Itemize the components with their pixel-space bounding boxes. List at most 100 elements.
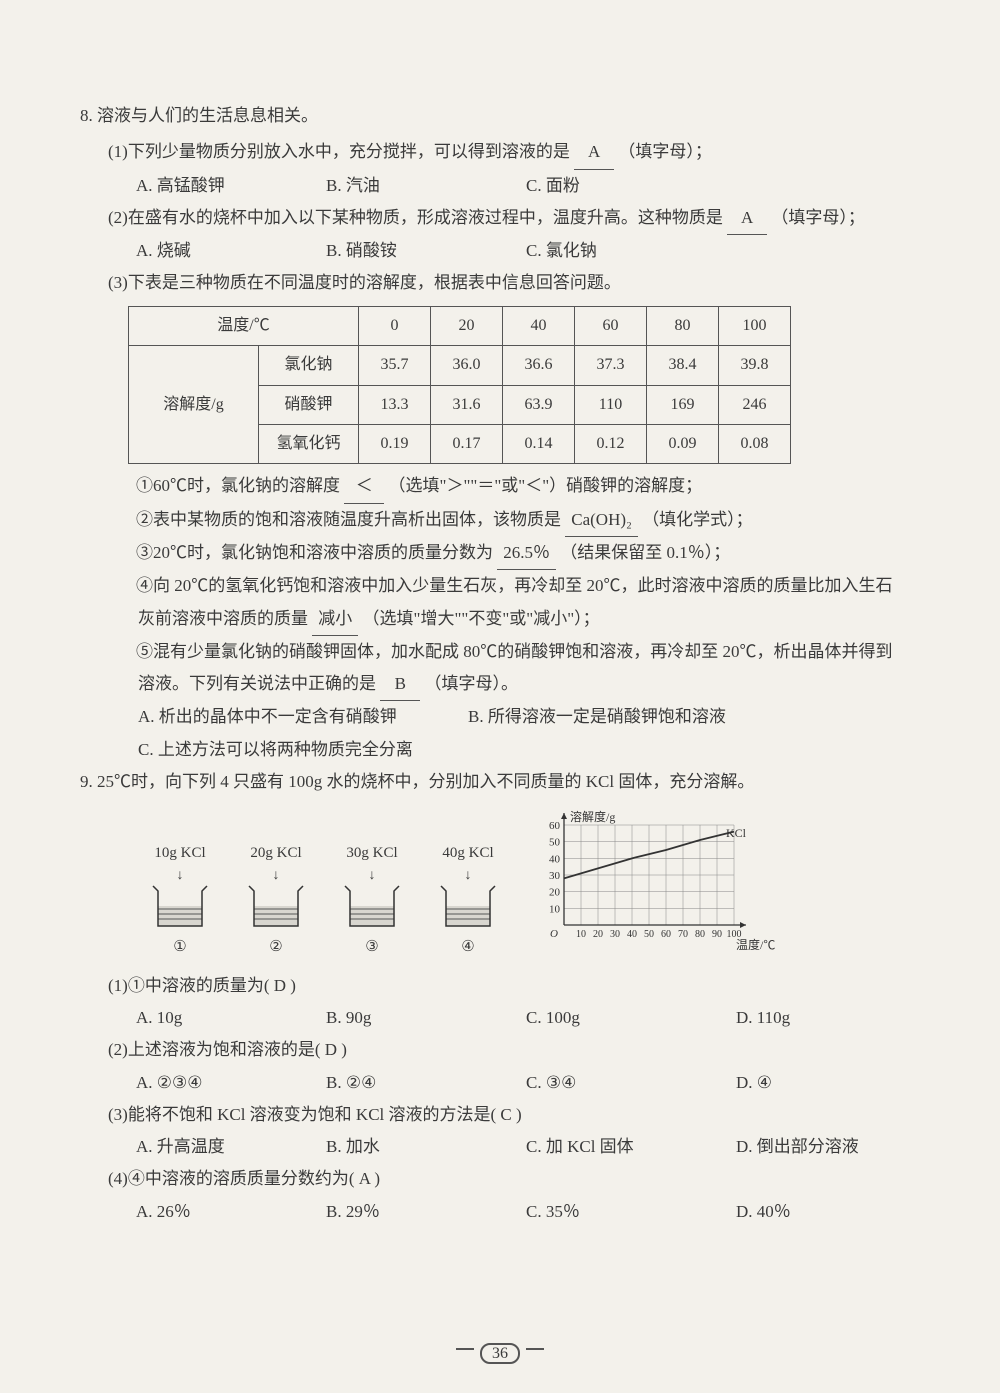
q8-p3-s4b: 灰前溶液中溶质的质量 减小 （选填"增大""不变"或"减小"）； [80, 603, 920, 636]
q8-p3-s3: ③20℃时，氯化钠饱和溶液中溶质的质量分数为 26.5％ （结果保留至 0.1％… [80, 537, 920, 570]
table-header-row: 温度/℃ 0 20 40 60 80 100 [129, 306, 791, 345]
th-t5: 100 [719, 306, 791, 345]
q8-p2-optB: B. 硝酸铵 [326, 235, 526, 267]
solubility-table: 温度/℃ 0 20 40 60 80 100 溶解度/g 氯化钠 35.7 36… [128, 306, 791, 465]
svg-text:90: 90 [712, 929, 722, 940]
text: （结果保留至 0.1％）； [560, 543, 730, 562]
q8-p1: (1)下列少量物质分别放入水中，充分搅拌，可以得到溶液的是 A （填字母）； [80, 136, 920, 169]
svg-text:40: 40 [627, 929, 637, 940]
td: 31.6 [431, 385, 503, 424]
td: 246 [719, 385, 791, 424]
q8-p1-optA: A. 高锰酸钾 [136, 170, 326, 202]
ans: D [325, 1040, 337, 1059]
q8-p2: (2)在盛有水的烧杯中加入以下某种物质，形成溶液过程中，温度升高。这种物质是 A… [80, 202, 920, 235]
svg-text:30: 30 [549, 870, 561, 882]
svg-text:60: 60 [549, 820, 561, 832]
td: 37.3 [575, 346, 647, 385]
arrow-down-icon: ↓ [438, 870, 498, 881]
optC: C. 100g [526, 1002, 736, 1034]
svg-text:50: 50 [644, 929, 654, 940]
beaker-mass: 20g KCl [246, 839, 306, 868]
td-name-0: 氯化钠 [259, 346, 359, 385]
q8-p2-optA: A. 烧碱 [136, 235, 326, 267]
q9-p4: (4)④中溶液的溶质质量分数约为( A ) [80, 1163, 920, 1195]
th-t2: 40 [503, 306, 575, 345]
q8-num: 8. [80, 106, 93, 125]
arrow-down-icon: ↓ [246, 870, 306, 881]
q8-p3-s5: ⑤混有少量氯化钠的硝酸钾固体，加水配成 80℃的硝酸钾饱和溶液，再冷却至 20℃… [80, 636, 920, 668]
optB: B. ②④ [326, 1067, 526, 1099]
svg-text:KCl: KCl [726, 826, 747, 840]
svg-text:70: 70 [678, 929, 688, 940]
beaker-mass: 10g KCl [150, 839, 210, 868]
q8-p3-s1: ①60℃时，氯化钠的溶解度 ＜ （选填"＞""＝"或"＜"）硝酸钾的溶解度； [80, 470, 920, 503]
solubility-chart: 102030405060102030405060708090100O溶解度/g温… [534, 810, 794, 961]
q8-p2-text: (2)在盛有水的烧杯中加入以下某种物质，形成溶液过程中，温度升高。这种物质是 [108, 208, 723, 227]
q8-p1-ans: A [574, 136, 614, 169]
svg-text:20: 20 [593, 929, 603, 940]
td: 38.4 [647, 346, 719, 385]
q8-p1-optB: B. 汽油 [326, 170, 526, 202]
beaker-3: 30g KCl ↓ ③ [342, 839, 402, 961]
ans: C [500, 1105, 511, 1124]
q8: 8. 溶液与人们的生活息息相关。 [80, 100, 920, 132]
text: (4)④中溶液的溶质质量分数约为( [108, 1169, 354, 1188]
q9: 9. 25℃时，向下列 4 只盛有 100g 水的烧杯中，分别加入不同质量的 K… [80, 766, 920, 798]
q9-p1-opts: A. 10g B. 90g C. 100g D. 110g [80, 1002, 920, 1034]
beaker-icon [342, 881, 402, 931]
beaker-1: 10g KCl ↓ ① [150, 839, 210, 961]
td: 13.3 [359, 385, 431, 424]
q8-p1-tail: （填字母）； [618, 142, 712, 161]
beaker-num: ④ [438, 933, 498, 962]
svg-text:溶解度/g: 溶解度/g [570, 810, 615, 824]
th-t1: 20 [431, 306, 503, 345]
ans: 减小 [312, 603, 358, 636]
line-chart: 102030405060102030405060708090100O溶解度/g温… [534, 810, 794, 950]
text: ⑤混有少量氯化钠的硝酸钾固体，加水配成 80℃的硝酸钾饱和溶液，再冷却至 20℃… [136, 642, 893, 661]
beaker-row: 10g KCl ↓ ① 20g KCl ↓ ② 30g KCl ↓ ③ 40g … [80, 810, 920, 961]
q8-p3-s5-opts1: A. 析出的晶体中不一定含有硝酸钾 B. 所得溶液一定是硝酸钾饱和溶液 [80, 701, 920, 733]
beaker-num: ③ [342, 933, 402, 962]
q8-p2-ans: A [727, 202, 767, 235]
text: （选填"＞""＝"或"＜"）硝酸钾的溶解度； [389, 476, 703, 495]
th-t3: 60 [575, 306, 647, 345]
beaker-icon [246, 881, 306, 931]
th-temp: 温度/℃ [129, 306, 359, 345]
optD: D. 40％ [736, 1196, 791, 1228]
q8-p3-s2: ②表中某物质的饱和溶液随温度升高析出固体，该物质是 Ca(OH)₂ （填化学式）… [80, 504, 920, 537]
table-row: 溶解度/g 氯化钠 35.7 36.0 36.6 37.3 38.4 39.8 [129, 346, 791, 385]
ans: A [359, 1169, 370, 1188]
text: ①60℃时，氯化钠的溶解度 [136, 476, 340, 495]
optB: B. 90g [326, 1002, 526, 1034]
optB: B. 29％ [326, 1196, 526, 1228]
ans: Ca(OH)₂ [565, 504, 638, 537]
svg-text:20: 20 [549, 887, 561, 899]
beaker-mass: 30g KCl [342, 839, 402, 868]
td: 36.6 [503, 346, 575, 385]
q8-p1-optC: C. 面粉 [526, 170, 736, 202]
q8-p2-tail: （填字母）； [771, 208, 865, 227]
optC: C. ③④ [526, 1067, 736, 1099]
q9-p4-opts: A. 26％ B. 29％ C. 35％ D. 40％ [80, 1196, 920, 1228]
optA: A. 26％ [136, 1196, 326, 1228]
svg-text:60: 60 [661, 929, 671, 940]
text: (2)上述溶液为饱和溶液的是( [108, 1040, 320, 1059]
arrow-down-icon: ↓ [342, 870, 402, 881]
optD: D. 110g [736, 1002, 790, 1034]
text: 溶液。下列有关说法中正确的是 [138, 674, 376, 693]
ans: ＜ [344, 470, 384, 503]
td: 169 [647, 385, 719, 424]
svg-text:30: 30 [610, 929, 620, 940]
text: （选填"增大""不变"或"减小"）； [363, 609, 600, 628]
page-number-text: 36 [480, 1343, 520, 1364]
page-number: 36 [456, 1339, 544, 1369]
text: ③20℃时，氯化钠饱和溶液中溶质的质量分数为 [136, 543, 493, 562]
svg-text:O: O [550, 928, 558, 940]
beaker-icon [150, 881, 210, 931]
beaker-4: 40g KCl ↓ ④ [438, 839, 498, 961]
q8-p3-intro: (3)下表是三种物质在不同温度时的溶解度，根据表中信息回答问题。 [80, 267, 920, 299]
q9-stem: 25℃时，向下列 4 只盛有 100g 水的烧杯中，分别加入不同质量的 KCl … [97, 772, 754, 791]
text: (3)能将不饱和 KCl 溶液变为饱和 KCl 溶液的方法是( [108, 1105, 496, 1124]
beaker-num: ① [150, 933, 210, 962]
beaker-num: ② [246, 933, 306, 962]
